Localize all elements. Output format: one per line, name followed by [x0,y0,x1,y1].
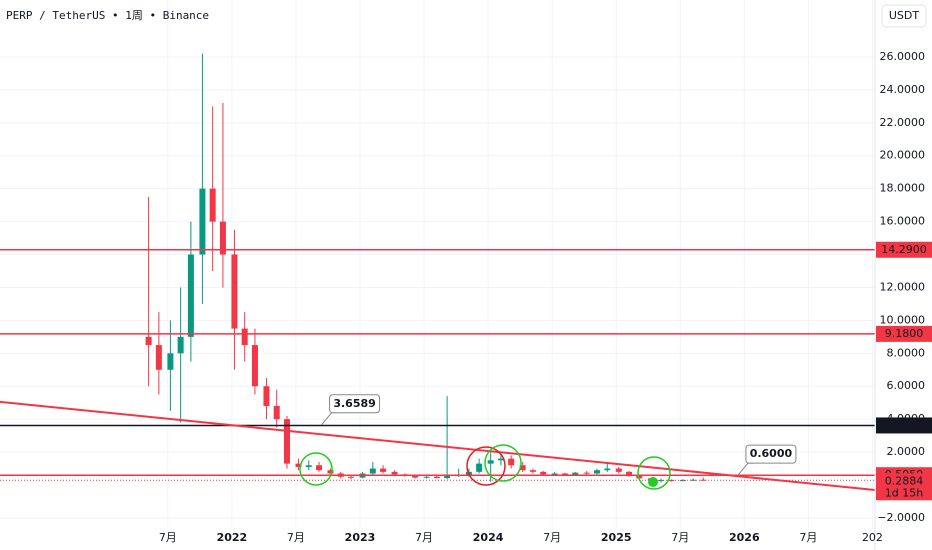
candle-body [412,475,419,478]
y-tick-label: 24.0000 [880,83,926,96]
x-tick-label: 7月 [159,531,177,544]
circle-annotation [484,444,522,482]
candle-body [561,473,568,476]
x-tick-label: 7月 [671,531,689,544]
y-tick-label: 18.0000 [880,182,926,195]
symbol-title: PERP / TetherUS • 1周 • Binance [6,9,209,22]
candle-body [572,472,579,476]
candle-body [327,470,334,474]
candle-body [433,476,440,479]
y-tick-label: 6.0000 [887,379,926,392]
callout-label: 0.6000 [750,447,793,460]
candle-body [219,221,226,255]
y-tick-label: 10.0000 [880,313,926,326]
candle-body [551,473,558,475]
candle-body [658,480,665,482]
candle-body [497,458,504,461]
x-tick-label: 2023 [345,531,376,544]
axes: −2.00002.00004.00006.00008.000010.000012… [159,50,932,544]
candle-body [167,353,174,370]
candle-body [593,470,600,474]
candle-body [444,475,451,479]
level-label-bg [876,241,932,258]
callout-label: 3.6589 [333,397,375,410]
candle-body [529,470,536,472]
candle-body [391,471,398,475]
x-tick-label: 7月 [287,531,305,544]
candle-body [668,480,675,482]
countdown: 1d 15h [885,486,923,499]
y-tick-label: 2.0000 [887,445,926,458]
candle-body [209,188,216,222]
dot-annotation [648,477,658,487]
candle-body [305,465,312,467]
circle-annotation [466,446,506,486]
candle-body [700,479,707,481]
trendline [0,400,876,491]
y-tick-label: 12.0000 [880,280,926,293]
candle-body [679,480,686,482]
candle-body [604,468,611,471]
candle-body [369,468,376,474]
candle-body [487,460,494,464]
level-label-bg [876,325,932,342]
x-tick-label: 2024 [473,531,504,544]
marks: 3.6589 0.6000 [0,53,876,491]
level-label-bg [876,417,932,434]
candle-body [273,405,280,420]
candle-body [295,463,302,467]
candle-body [423,476,430,478]
candle-body [348,476,355,478]
candle-body [241,328,248,346]
y-tick-label: 26.0000 [880,50,926,63]
price-axis [875,0,932,550]
level-label: 14.2900 [881,243,927,256]
circle-annotation [299,452,333,486]
x-tick-label: 7月 [415,531,433,544]
currency-button[interactable] [881,4,927,28]
candle-body [615,468,622,472]
x-tick-label: 7月 [799,531,817,544]
x-tick-label: 2022 [217,531,248,544]
candle-body [231,254,238,329]
y-tick-label: 8.0000 [887,346,926,359]
candle-body [476,463,483,472]
last-price-bg [876,473,932,501]
candle-body [199,188,206,255]
candle-body [380,468,387,472]
candle-body [508,458,515,466]
candle-body [155,345,162,370]
candle-body [626,471,633,476]
x-tick-label: 2026 [729,531,760,544]
candle-body [315,465,322,471]
candle-body [177,336,184,354]
candle-body [145,336,152,346]
last-price-label: 0.2884 [885,474,924,487]
level-label: 9.1800 [885,327,924,340]
x-tick-label: 202 [862,531,883,544]
callout-box [329,394,381,414]
candle-body [263,386,270,406]
candle-body [283,419,290,464]
y-tick-label: −2.0000 [877,511,925,524]
circle-annotation [637,456,671,490]
y-tick-label: 22.0000 [880,116,926,129]
candle-body [583,472,590,474]
callout-box [745,444,797,464]
x-tick-label: 7月 [543,531,561,544]
candle-body [187,254,194,337]
level-label: 3.6180 [885,418,924,431]
y-tick-label: 16.0000 [880,215,926,228]
y-tick-label: 20.0000 [880,149,926,162]
x-tick-label: 2025 [601,531,632,544]
candle-body [251,345,258,387]
candle-body [519,465,526,471]
candle-body [540,471,547,475]
annotation-circles [299,444,671,490]
currency[interactable]: USDT [889,9,920,22]
grid [0,0,875,527]
